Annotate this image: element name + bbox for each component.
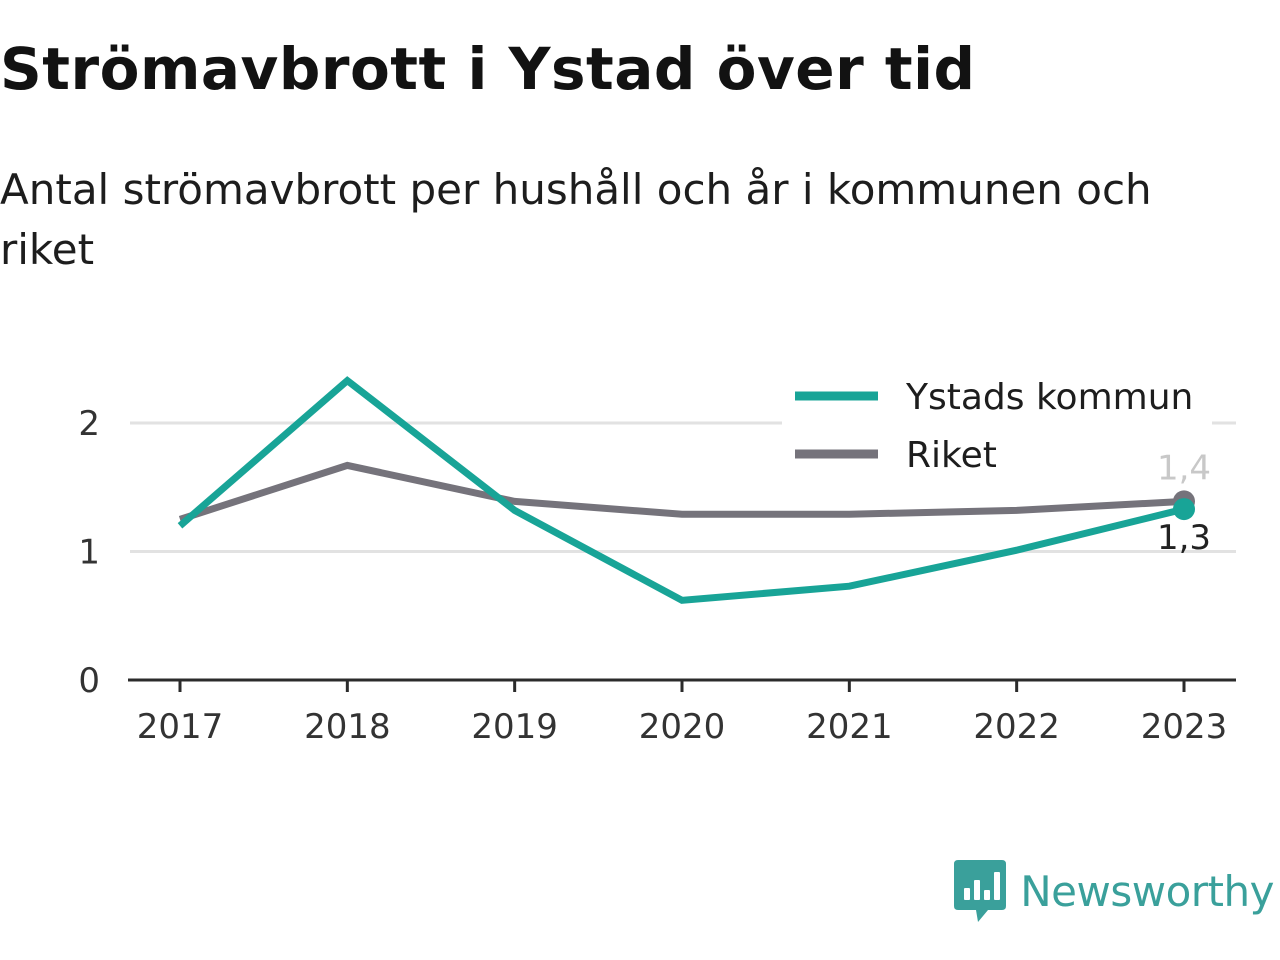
end-value-label: 1,4 <box>1157 448 1211 488</box>
series-line-ystads-kommun <box>177 376 1185 604</box>
y-tick-label: 1 <box>78 533 100 573</box>
x-tick-label: 2017 <box>137 707 224 747</box>
brand-name: Newsworthy <box>1020 866 1274 916</box>
y-tick-label: 2 <box>78 404 100 444</box>
x-tick-label: 2023 <box>1141 707 1228 747</box>
y-tick-labels: 0 1 2 <box>78 404 100 701</box>
x-axis: 2017 2018 2019 2020 2021 2022 2023 <box>128 678 1236 747</box>
x-tick-label: 2022 <box>973 707 1060 747</box>
end-labels: 1,4 1,3 <box>1157 448 1211 558</box>
legend-label: Ystads kommun <box>905 377 1193 418</box>
y-tick-label: 0 <box>78 661 100 701</box>
newsworthy-logo-icon <box>954 860 1007 922</box>
chart-title: Strömavbrott i Ystad över tid <box>0 35 976 103</box>
x-tick-label: 2018 <box>304 707 391 747</box>
series-line-riket <box>178 461 1185 523</box>
chart-subtitle: Antal strömavbrott per hushåll och år i … <box>0 165 1152 274</box>
x-tick-label: 2021 <box>806 707 893 747</box>
x-tick-label: 2019 <box>471 707 558 747</box>
x-tick-label: 2020 <box>639 707 726 747</box>
brand-logo: Newsworthy <box>954 860 1274 922</box>
series-end-point <box>1173 498 1195 521</box>
legend-label: Riket <box>906 435 997 476</box>
legend: Ystads kommun Riket <box>782 368 1212 486</box>
legend-background <box>782 368 1212 486</box>
series-lines <box>177 376 1195 604</box>
end-value-label: 1,3 <box>1157 518 1211 558</box>
